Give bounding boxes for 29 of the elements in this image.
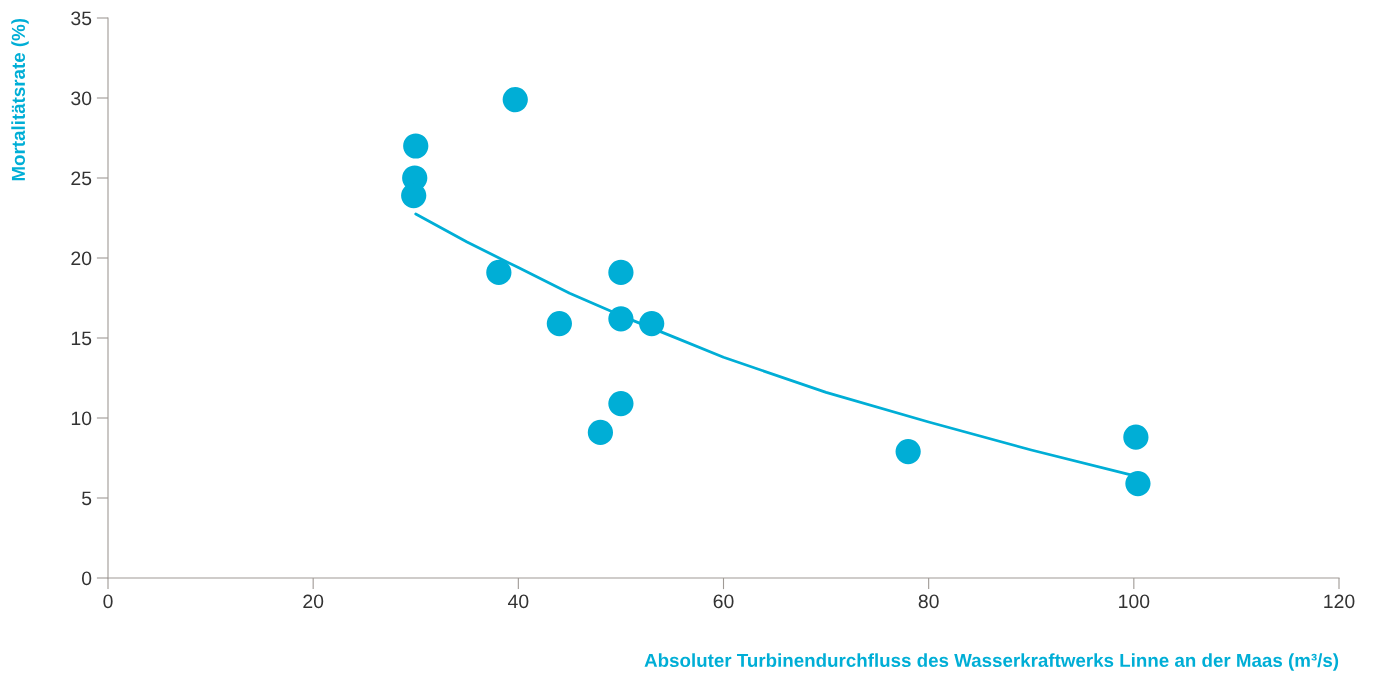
point [587, 419, 614, 446]
point [502, 86, 528, 113]
point [608, 390, 634, 417]
x-tick-label: 40 [507, 594, 529, 609]
point [546, 310, 572, 337]
y-tick-label: 35 [71, 11, 92, 26]
y-tick-label: 10 [71, 411, 92, 426]
y-tick-label: 5 [81, 491, 92, 506]
point [1125, 470, 1151, 497]
y-axis-title: Mortalitätsrate (%) [11, 18, 29, 181]
y-tick-label: 15 [71, 331, 92, 346]
point [608, 306, 634, 332]
point [608, 259, 634, 286]
x-tick-label: 60 [713, 594, 734, 609]
y-tick-label: 30 [71, 91, 92, 106]
y-tick-label: 0 [81, 571, 92, 586]
point [403, 133, 429, 159]
x-tick-label: 20 [303, 594, 324, 609]
y-tick-label: 20 [71, 251, 92, 266]
y-tick-label: 25 [71, 171, 92, 186]
x-tick-label: 120 [1324, 594, 1355, 609]
x-tick-label: 100 [1119, 594, 1150, 609]
x-tick-label: 0 [103, 594, 113, 609]
point [639, 310, 665, 337]
point [895, 438, 921, 465]
point [486, 259, 512, 286]
x-axis-title: Absoluter Turbinendurchfluss des Wasserkraftwerks Linne an der Maas (m³/s) [644, 653, 1339, 671]
x-tick-label: 80 [918, 594, 939, 609]
point [1123, 424, 1149, 450]
